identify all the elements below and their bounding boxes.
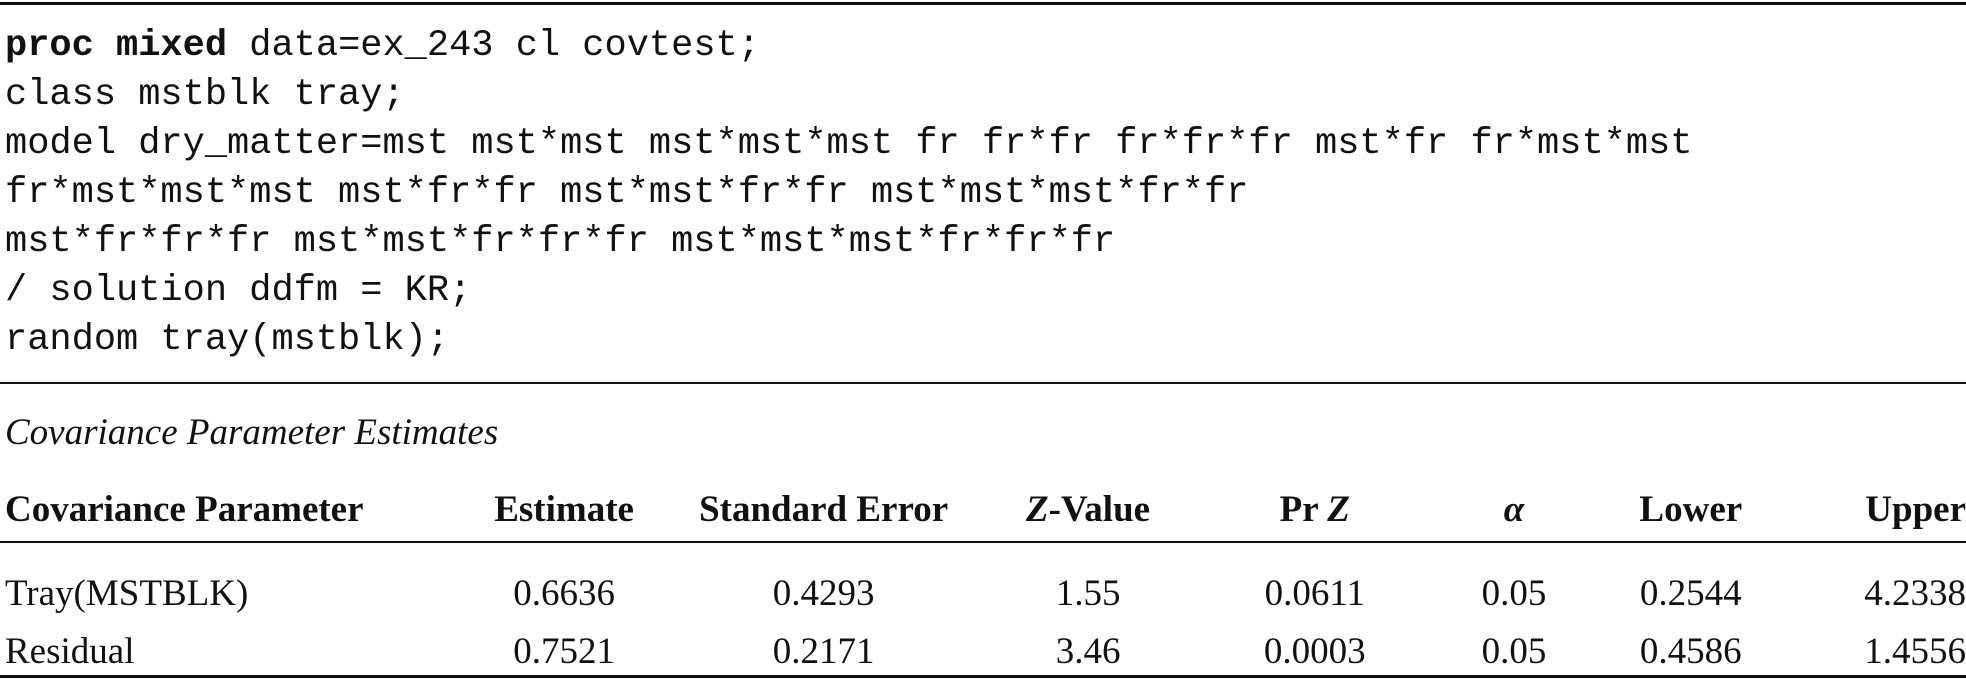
header-alpha: α [1503, 488, 1525, 530]
code-keyword: proc mixed [5, 25, 228, 67]
code-line-3: model dry_matter=mst mst*mst mst*mst*mst… [5, 123, 1693, 165]
cell-pr-z: 0.0003 [1263, 630, 1366, 672]
cell-parameter: Tray(MSTBLK) [5, 572, 249, 614]
table-row: Residual 0.7521 0.2171 3.46 0.0003 0.05 … [0, 622, 1966, 680]
header-pr-z-z: Z [1327, 488, 1350, 530]
header-lower: Lower [1639, 488, 1743, 530]
header-upper: Upper [1865, 488, 1966, 530]
header-pr-z: Pr Z [1188, 476, 1442, 542]
cell-estimate: 0.6636 [513, 572, 615, 614]
cell-standard-error: 0.4293 [772, 572, 875, 614]
cell-estimate: 0.7521 [513, 630, 615, 672]
table-caption: Covariance Parameter Estimates [5, 412, 499, 453]
cell-alpha: 0.05 [1481, 630, 1547, 672]
table-header-row: Covariance Parameter Estimate Standard E… [0, 476, 1966, 542]
sas-code-block: proc mixed data=ex_243 cl covtest; class … [5, 22, 1692, 365]
header-covariance-parameter: Covariance Parameter [5, 488, 364, 530]
table-row: Tray(MSTBLK) 0.6636 0.4293 1.55 0.0611 0… [0, 542, 1966, 622]
header-standard-error: Standard Error [699, 488, 949, 530]
cell-z-value: 1.55 [1055, 572, 1121, 614]
header-pr-z-prefix: Pr [1279, 488, 1328, 530]
cell-parameter: Residual [5, 630, 135, 672]
code-line-1: proc mixed data=ex_243 cl covtest; [5, 22, 1692, 71]
cell-lower: 0.4586 [1639, 630, 1742, 672]
header-z-value-z: Z [1026, 488, 1049, 530]
header-z-value-rest: -Value [1048, 488, 1151, 530]
middle-rule [0, 382, 1966, 384]
cell-alpha: 0.05 [1481, 572, 1547, 614]
code-line-5: mst*fr*fr*fr mst*mst*fr*fr*fr mst*mst*ms… [5, 221, 1116, 263]
code-line-4: fr*mst*mst*mst mst*fr*fr mst*mst*fr*fr m… [5, 172, 1249, 214]
cell-lower: 0.2544 [1639, 572, 1742, 614]
code-line-6: / solution ddfm = KR; [5, 270, 472, 312]
bottom-rule [0, 675, 1966, 678]
cell-pr-z: 0.0611 [1264, 572, 1365, 614]
cell-upper: 4.2338 [1864, 572, 1966, 614]
code-line-1-rest: data=ex_243 cl covtest; [227, 25, 760, 67]
top-rule [0, 2, 1966, 5]
header-estimate: Estimate [494, 488, 634, 530]
covariance-table: Covariance Parameter Estimate Standard E… [0, 476, 1966, 680]
code-line-2: class mstblk tray; [5, 74, 405, 116]
cell-upper: 1.4556 [1864, 630, 1966, 672]
cell-standard-error: 0.2171 [772, 630, 875, 672]
code-line-7: random tray(mstblk); [5, 319, 450, 361]
header-z-value: Z-Value [988, 476, 1187, 542]
cell-z-value: 3.46 [1055, 630, 1121, 672]
header-rule [0, 541, 1966, 543]
